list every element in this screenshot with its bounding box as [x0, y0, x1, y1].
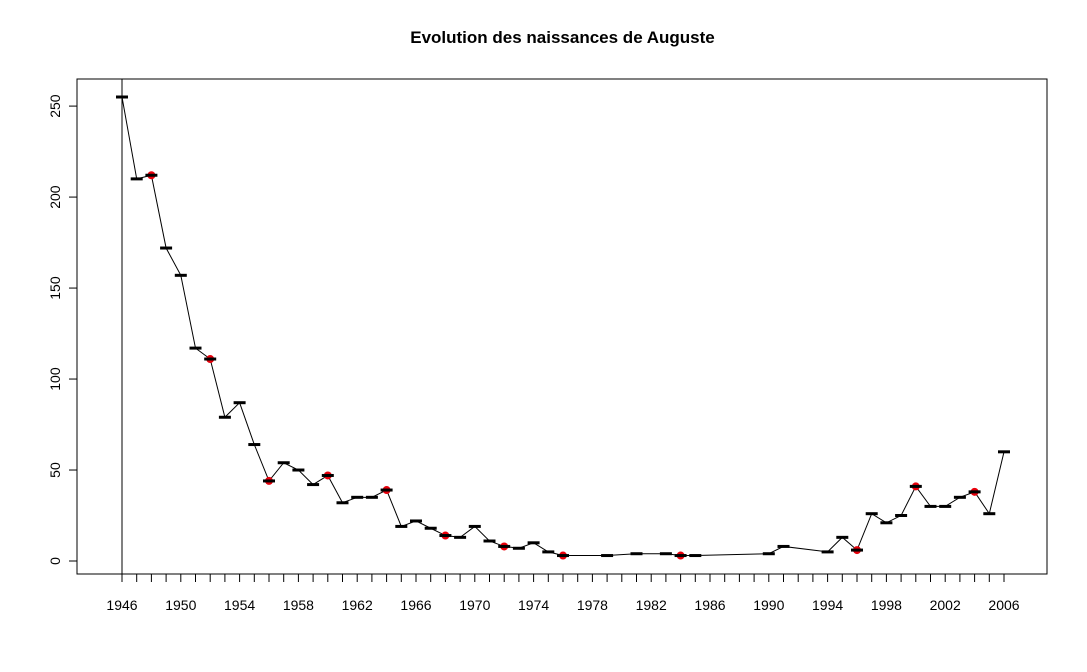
x-tick-label: 2006: [988, 597, 1019, 613]
x-tick-label: 1974: [518, 597, 549, 613]
x-tick-label: 1954: [224, 597, 255, 613]
x-tick-label: 1998: [871, 597, 902, 613]
series-line: [121, 96, 1005, 557]
x-tick-label: 1966: [400, 597, 431, 613]
x-tick-label: 1978: [577, 597, 608, 613]
x-tick-label: 1958: [283, 597, 314, 613]
y-tick-label: 100: [47, 367, 63, 391]
y-tick-label: 200: [47, 185, 63, 209]
y-tick-label: 50: [47, 462, 63, 478]
x-tick-label: 1986: [694, 597, 725, 613]
chart-title: Evolution des naissances de Auguste: [410, 28, 715, 47]
x-tick-label: 1970: [459, 597, 490, 613]
x-tick-label: 1982: [636, 597, 667, 613]
x-tick-label: 1962: [342, 597, 373, 613]
y-tick-label: 250: [47, 94, 63, 118]
x-tick-label: 1950: [165, 597, 196, 613]
x-tick-label: 1990: [753, 597, 784, 613]
y-tick-label: 150: [47, 276, 63, 300]
x-tick-label: 2002: [930, 597, 961, 613]
y-tick-label: 0: [47, 557, 63, 565]
x-tick-label: 1994: [812, 597, 843, 613]
plot-frame: [76, 78, 1048, 575]
x-tick-label: 1946: [106, 597, 137, 613]
